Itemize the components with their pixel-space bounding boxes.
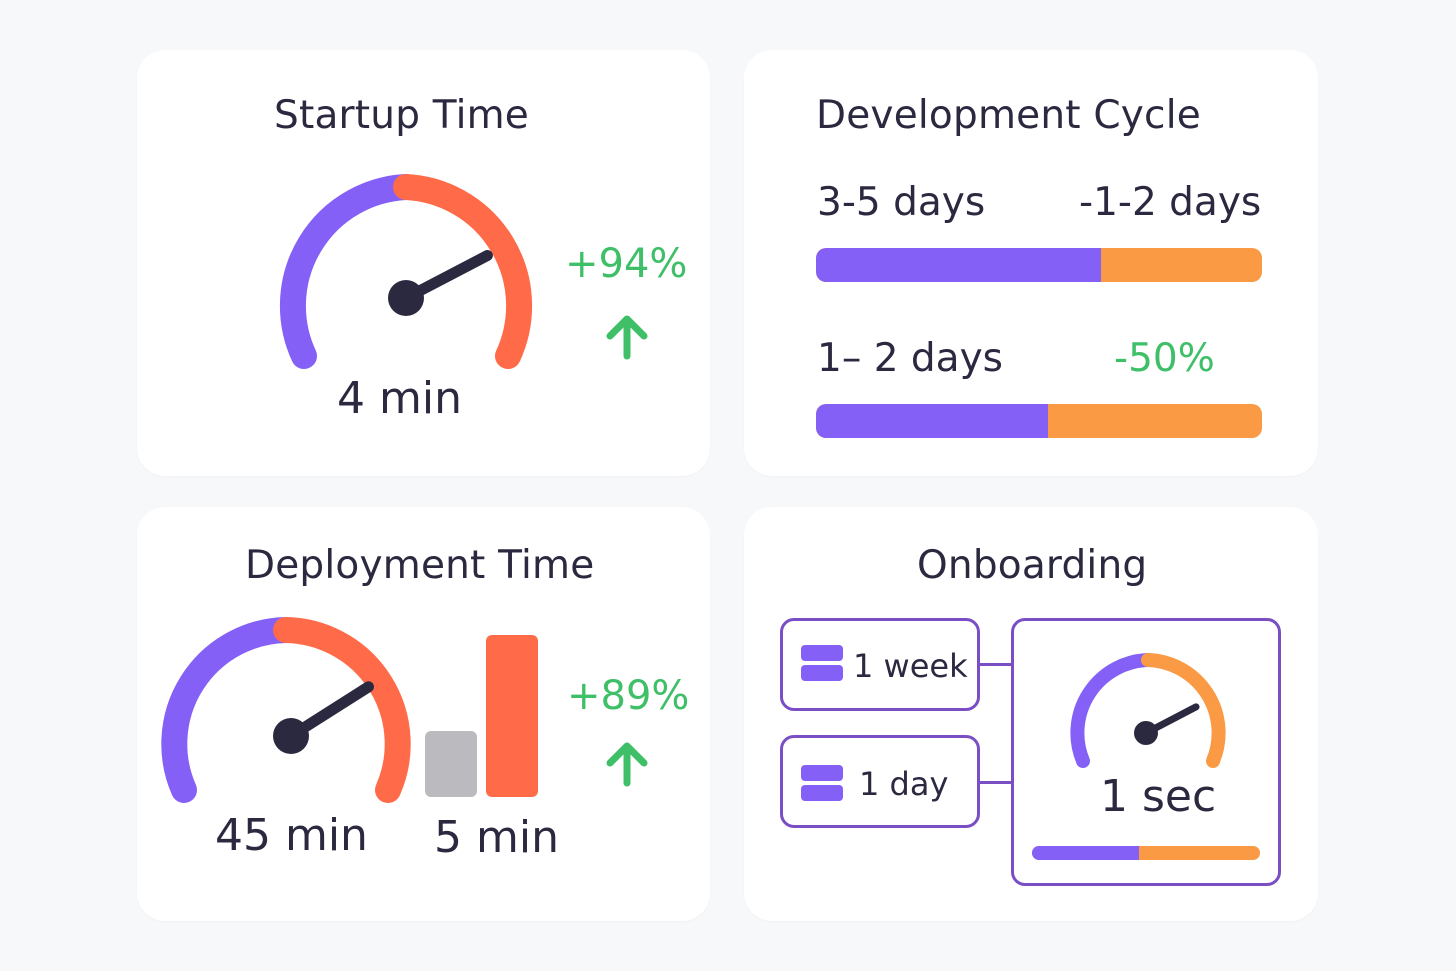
dev-row1-bar-fill: [816, 248, 1102, 282]
dev-row2-bar-fill: [816, 404, 1048, 438]
onboarding-result-bar-fill: [1032, 846, 1140, 860]
deployment-time-title: Deployment Time: [245, 543, 595, 588]
gauge-arc-right: [393, 174, 533, 369]
onboarding-result-value: 1 sec: [1100, 771, 1217, 822]
calendar-icon: [801, 765, 843, 801]
deployment-time-card: Deployment Time 45 min 5 min +89%: [137, 507, 710, 921]
deployment-before-value: 45 min: [215, 810, 368, 861]
gauge-hub: [273, 718, 309, 754]
startup-gauge-icon: [279, 174, 533, 369]
deployment-before-bar: [425, 731, 477, 797]
onboarding-result-box: 1 sec: [1011, 618, 1281, 886]
deployment-after-bar: [486, 635, 538, 797]
onboarding-gauge-icon: [1070, 653, 1226, 768]
dev-row1-bar: [816, 248, 1262, 282]
gauge-hub: [388, 280, 424, 316]
dev-row1-before-label: 3-5 days: [817, 180, 986, 225]
calendar-icon: [801, 645, 843, 681]
deployment-after-value: 5 min: [434, 812, 559, 863]
gauge-arc-left: [161, 617, 299, 803]
gauge-arc-right: [1141, 653, 1226, 768]
development-cycle-title: Development Cycle: [816, 93, 1201, 138]
startup-time-card: Startup Time 4 min +94%: [137, 50, 710, 476]
dev-row2-bar: [816, 404, 1262, 438]
onboarding-option-1day-label: 1 day: [859, 765, 949, 803]
startup-time-value: 4 min: [337, 373, 462, 424]
deployment-change-percent: +89%: [567, 673, 690, 719]
deployment-gauge-icon: [161, 617, 411, 803]
dev-row2-before-label: 1– 2 days: [817, 336, 1003, 381]
gauge-arc-left: [1070, 653, 1155, 768]
dev-row1-after-label: -1-2 days: [1079, 180, 1262, 225]
arrow-up-icon: [606, 742, 648, 787]
gauge-arc-left: [279, 174, 419, 369]
dev-row2-change-percent: -50%: [1114, 336, 1215, 381]
onboarding-card: Onboarding 1 week 1 day 1 sec: [744, 507, 1318, 921]
connector-line: [980, 781, 1012, 784]
startup-time-title: Startup Time: [274, 93, 529, 138]
startup-change-percent: +94%: [565, 241, 688, 287]
onboarding-title: Onboarding: [917, 543, 1148, 588]
development-cycle-card: Development Cycle 3-5 days -1-2 days 1– …: [744, 50, 1318, 476]
gauge-arc-right: [273, 617, 411, 803]
onboarding-option-1week-label: 1 week: [853, 647, 968, 685]
onboarding-option-1day: 1 day: [780, 735, 980, 828]
onboarding-result-bar: [1032, 846, 1260, 860]
onboarding-option-1week: 1 week: [780, 618, 980, 711]
gauge-hub: [1134, 721, 1158, 745]
arrow-up-icon: [606, 315, 648, 360]
connector-line: [980, 663, 1012, 666]
